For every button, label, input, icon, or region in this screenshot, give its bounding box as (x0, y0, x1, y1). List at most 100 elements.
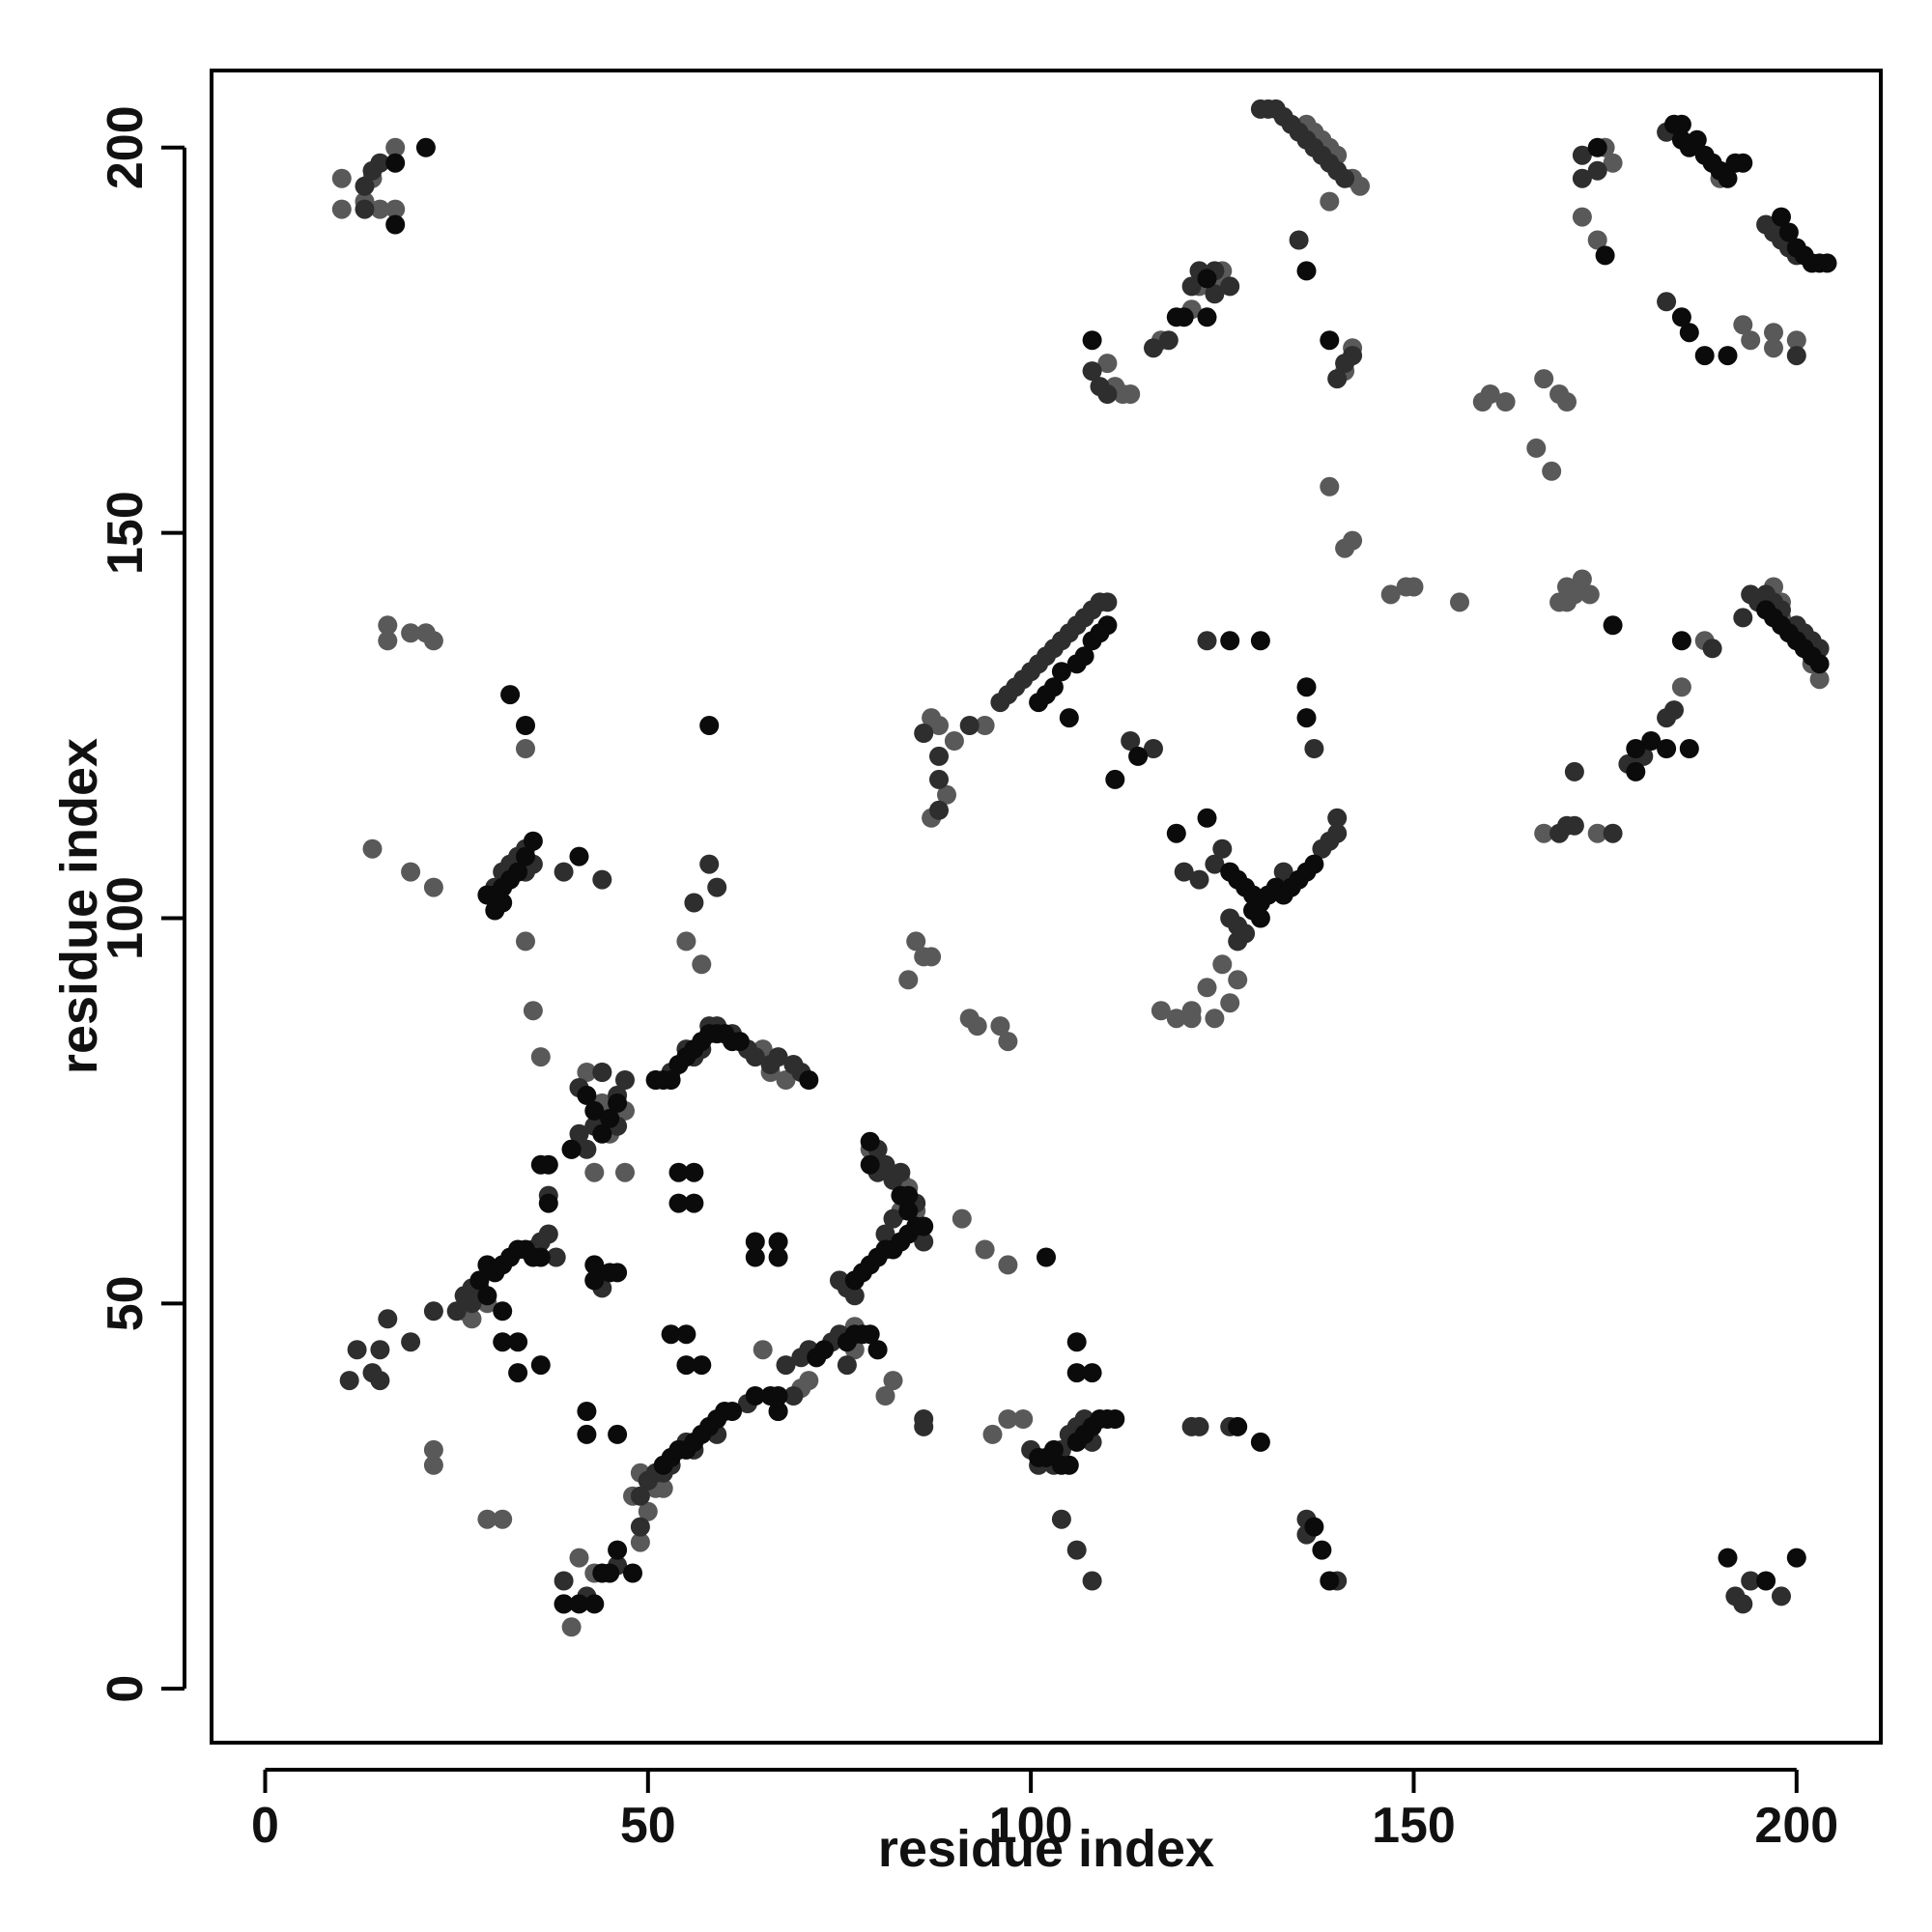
data-point (1603, 615, 1623, 636)
data-point (385, 137, 406, 157)
data-point (538, 1193, 558, 1213)
data-point (929, 746, 949, 766)
data-point (1733, 315, 1753, 335)
data-point (554, 862, 574, 882)
data-point (1097, 592, 1118, 612)
data-point (516, 739, 535, 758)
data-point (1534, 823, 1554, 843)
data-point (1778, 222, 1799, 242)
data-point (546, 1247, 566, 1267)
data-point (860, 1131, 880, 1151)
data-point (1059, 708, 1079, 728)
data-point (1289, 230, 1309, 250)
data-point (1579, 584, 1600, 605)
data-point (753, 1340, 773, 1360)
data-point (867, 1340, 888, 1360)
data-point (1197, 978, 1217, 998)
x-tick-label: 100 (989, 1798, 1073, 1854)
data-point (370, 1340, 390, 1360)
data-point (477, 1286, 497, 1306)
data-point (898, 970, 919, 990)
data-point (1733, 608, 1753, 628)
x-axis-label: residue index (878, 1820, 1214, 1878)
data-point (1320, 191, 1340, 212)
y-tick-label: 100 (98, 876, 154, 960)
data-point (1542, 461, 1562, 481)
data-point (1312, 1540, 1332, 1560)
data-point (1756, 1571, 1776, 1591)
data-point (623, 1563, 642, 1583)
data-point (1128, 746, 1149, 766)
data-point (1572, 145, 1592, 165)
y-tick-label: 150 (98, 491, 154, 575)
data-point (959, 1009, 980, 1029)
data-point (699, 854, 720, 874)
data-point (914, 724, 934, 743)
data-point (914, 1216, 934, 1236)
data-point (500, 685, 521, 705)
data-point (592, 1123, 612, 1144)
data-point (331, 168, 352, 188)
data-point (378, 615, 398, 636)
data-point (339, 1371, 359, 1391)
data-point (600, 1563, 620, 1583)
data-point (378, 631, 398, 651)
data-point (1641, 731, 1662, 751)
data-point (837, 1355, 857, 1376)
data-point (370, 199, 390, 219)
data-point (1304, 1517, 1324, 1537)
data-point (707, 877, 727, 897)
y-tick-label: 200 (98, 105, 154, 189)
data-point (385, 153, 406, 173)
data-point (1764, 323, 1783, 343)
data-point (1495, 392, 1516, 412)
data-point (959, 716, 980, 735)
data-point (469, 1270, 490, 1291)
data-point (530, 1047, 551, 1067)
data-point (699, 716, 720, 735)
data-point (1587, 137, 1607, 157)
data-point (1718, 168, 1738, 188)
data-point (1772, 207, 1791, 227)
data-point (1809, 669, 1830, 690)
data-point (1059, 1455, 1079, 1475)
data-point (1205, 284, 1225, 304)
data-point (1205, 854, 1225, 874)
data-point (561, 1139, 582, 1159)
data-point (1603, 823, 1623, 843)
data-point (1335, 168, 1355, 188)
data-point (768, 1247, 788, 1267)
data-point (608, 1263, 628, 1283)
data-point (1197, 307, 1217, 327)
data-point (1564, 761, 1584, 781)
data-point (745, 1247, 765, 1267)
data-point (577, 1139, 597, 1159)
data-point (1679, 739, 1699, 758)
data-point (362, 838, 383, 859)
data-point (523, 1001, 543, 1021)
data-point (1718, 1548, 1738, 1568)
data-point (1250, 908, 1270, 928)
data-point (1327, 808, 1348, 828)
data-point (937, 784, 956, 805)
data-point (1327, 823, 1348, 843)
data-point (1197, 808, 1217, 828)
y-tick-label: 0 (98, 1675, 154, 1703)
data-point (745, 1047, 765, 1067)
data-point (883, 1208, 903, 1229)
data-point (630, 1532, 650, 1552)
data-point (676, 931, 696, 952)
y-axis: 0 50 100 150 200 (98, 105, 186, 1703)
data-point (370, 1371, 390, 1391)
data-point (378, 1309, 398, 1329)
data-point (1205, 1009, 1225, 1029)
data-point (982, 1424, 1003, 1444)
data-point (493, 1509, 513, 1529)
data-point (776, 1355, 796, 1376)
data-point (477, 1509, 497, 1529)
data-point (1304, 854, 1324, 874)
data-point (1572, 207, 1592, 227)
data-point (1181, 276, 1202, 297)
data-point (1066, 1332, 1087, 1352)
